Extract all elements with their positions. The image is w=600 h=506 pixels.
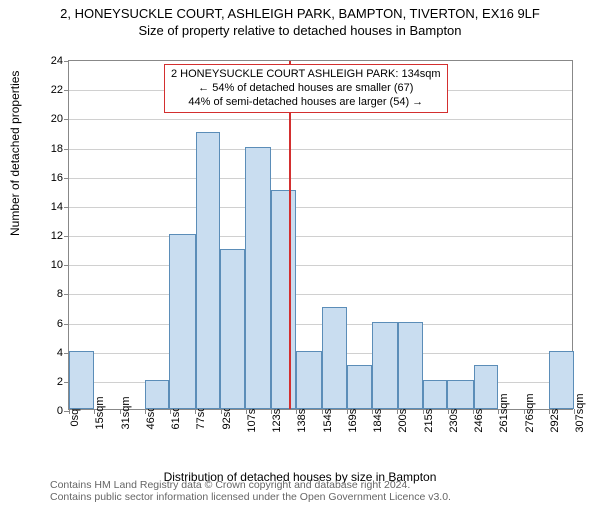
y-tick-label: 4 [57,347,63,359]
footer-line-1: Contains HM Land Registry data © Crown c… [50,479,451,492]
histogram-bar [69,351,94,409]
y-tick-mark [64,178,69,179]
y-tick-mark [64,149,69,150]
x-tick-label: 276sqm [524,393,536,432]
histogram-bar [372,322,398,410]
footer-line-2: Contains public sector information licen… [50,491,451,504]
grid-line [69,294,572,295]
chart-title-sub: Size of property relative to detached ho… [0,23,600,38]
y-tick-label: 22 [51,84,63,96]
annotation-line: 2 HONEYSUCKLE COURT ASHLEIGH PARK: 134sq… [171,68,441,82]
y-tick-label: 24 [51,55,63,67]
annotation-line: ← 54% of detached houses are smaller (67… [171,82,441,96]
histogram-bar [549,351,574,409]
histogram-bar [322,307,347,409]
chart-title-main: 2, HONEYSUCKLE COURT, ASHLEIGH PARK, BAM… [0,6,600,21]
grid-line [69,207,572,208]
grid-line [69,149,572,150]
y-tick-label: 12 [51,230,63,242]
histogram-bar [474,365,499,409]
histogram-bar [296,351,322,409]
x-tick-label: 307sqm [574,393,586,432]
y-tick-label: 10 [51,259,63,271]
annotation-box: 2 HONEYSUCKLE COURT ASHLEIGH PARK: 134sq… [164,64,448,113]
histogram-bar [196,132,221,409]
y-tick-mark [64,207,69,208]
y-axis-label: Number of detached properties [8,71,22,236]
footer-attribution: Contains HM Land Registry data © Crown c… [50,479,451,504]
y-tick-label: 20 [51,113,63,125]
histogram-bar [220,249,245,409]
y-tick-label: 0 [57,405,63,417]
y-tick-label: 14 [51,201,63,213]
y-tick-label: 2 [57,376,63,388]
x-tick-label: 15sqm [94,396,106,429]
histogram-bar [145,380,170,409]
y-tick-label: 18 [51,143,63,155]
histogram-bar [169,234,195,409]
x-tick-label: 31sqm [120,396,132,429]
y-tick-mark [64,265,69,266]
histogram-bar [245,147,271,410]
grid-line [69,178,572,179]
grid-line [69,236,572,237]
chart-area: 0246810121416182022240sqm15sqm31sqm46sqm… [68,60,573,410]
histogram-bar [423,380,448,409]
grid-line [69,119,572,120]
histogram-bar [271,190,296,409]
y-tick-mark [64,294,69,295]
grid-line [69,265,572,266]
histogram-bar [347,365,372,409]
annotation-line: 44% of semi-detached houses are larger (… [171,96,441,110]
y-tick-label: 8 [57,288,63,300]
y-tick-mark [64,236,69,237]
y-tick-mark [64,90,69,91]
x-tick-label: 261sqm [498,393,510,432]
y-tick-label: 16 [51,172,63,184]
y-tick-label: 6 [57,318,63,330]
y-tick-mark [64,324,69,325]
y-tick-mark [64,61,69,62]
plot-region: 0246810121416182022240sqm15sqm31sqm46sqm… [68,60,573,410]
y-tick-mark [64,119,69,120]
histogram-bar [447,380,473,409]
histogram-bar [398,322,423,410]
grid-line [69,324,572,325]
